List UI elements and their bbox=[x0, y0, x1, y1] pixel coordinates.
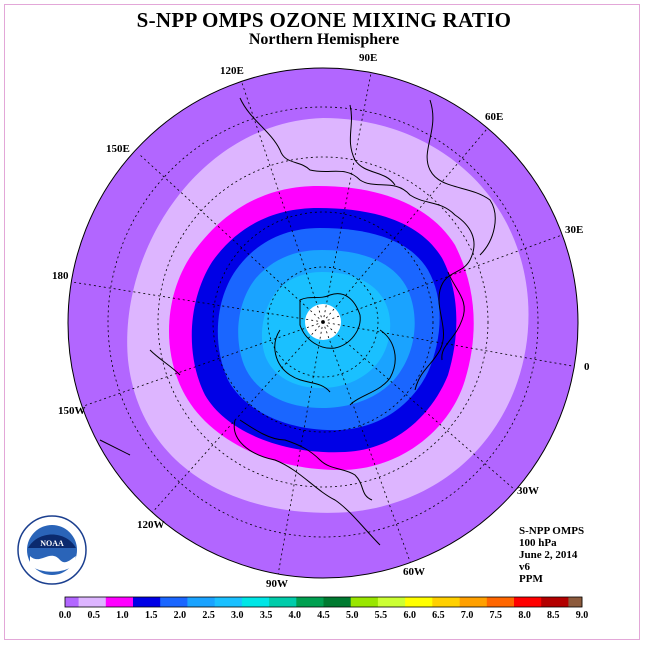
colorbar-swatch bbox=[568, 597, 583, 607]
colorbar-swatch bbox=[78, 597, 107, 607]
lon-label: 60E bbox=[485, 111, 503, 123]
lon-label: 120E bbox=[220, 65, 244, 77]
graticule bbox=[71, 68, 578, 576]
colorbar-tick-label: 5.0 bbox=[346, 610, 359, 621]
colorbar-swatch bbox=[432, 597, 460, 607]
page-title: S-NPP OMPS OZONE MIXING RATIO bbox=[136, 8, 512, 32]
map-border bbox=[67, 67, 579, 579]
info-units: PPM bbox=[519, 573, 543, 585]
colorbar-swatch bbox=[405, 597, 433, 607]
colorbar-tick-label: 4.5 bbox=[317, 610, 330, 621]
colorbar-tick-label: 3.0 bbox=[231, 610, 244, 621]
colorbar-tick-label: 7.5 bbox=[490, 610, 503, 621]
colorbar-border bbox=[64, 596, 583, 608]
lon-label: 30E bbox=[565, 224, 583, 236]
info-block: S-NPP OMPS 100 hPa June 2, 2014 v6 PPM bbox=[519, 525, 584, 585]
colorbar-swatch bbox=[377, 597, 406, 607]
colorbar-swatch bbox=[350, 597, 379, 607]
lon-label: 150W bbox=[58, 405, 86, 417]
colorbar-swatch bbox=[541, 597, 569, 607]
colorbar-swatch bbox=[296, 597, 324, 607]
colorbar-swatch bbox=[241, 597, 270, 607]
colorbar-swatch bbox=[514, 597, 542, 607]
noaa-logo-text: NOAA bbox=[40, 539, 64, 548]
lon-label: 30W bbox=[517, 485, 539, 497]
colorbar-tick-label: 3.5 bbox=[260, 610, 273, 621]
colorbar-swatch bbox=[65, 597, 79, 607]
noaa-logo: NOAA bbox=[17, 515, 87, 585]
colorbar-swatch bbox=[105, 597, 134, 607]
colorbar-swatch bbox=[160, 597, 188, 607]
colorbar-tick-label: 0.0 bbox=[59, 610, 72, 621]
colorbar-tick-label: 7.0 bbox=[461, 610, 474, 621]
colorbar-swatch bbox=[187, 597, 215, 607]
lon-label: 120W bbox=[137, 519, 165, 531]
colorbar-swatch bbox=[459, 597, 488, 607]
page-subtitle: Northern Hemisphere bbox=[248, 31, 400, 48]
coastlines bbox=[99, 97, 496, 546]
info-version: v6 bbox=[519, 561, 530, 573]
colorbar-swatch bbox=[269, 597, 297, 607]
colorbar-tick-label: 4.0 bbox=[289, 610, 302, 621]
colorbar-tick-label: 0.5 bbox=[87, 610, 100, 621]
colorbar-tick-label: 5.5 bbox=[375, 610, 388, 621]
colorbar-tick-label: 9.0 bbox=[576, 610, 589, 621]
colorbar-swatch bbox=[133, 597, 161, 607]
lon-label: 90E bbox=[359, 52, 377, 64]
colorbar: 0.0 0.5 1.0 1.5 2.0 2.5 3.0 3.5 4.0 4.5 5.0 5.5 6.0 6… bbox=[59, 596, 589, 621]
info-instrument: S-NPP OMPS bbox=[519, 525, 585, 537]
ozone-field bbox=[68, 68, 578, 578]
colorbar-tick-label: 6.5 bbox=[432, 610, 445, 621]
colorbar-tick-label: 6.0 bbox=[403, 610, 416, 621]
longitude-labels: 120E 90E 60E 150E 30E 180 0 150W 30W 120… bbox=[52, 52, 590, 590]
colorbar-tick-label: 2.0 bbox=[174, 610, 187, 621]
colorbar-tick-label: 2.5 bbox=[202, 610, 215, 621]
lon-label: 180 bbox=[52, 270, 69, 282]
lon-label: 90W bbox=[266, 578, 288, 590]
colorbar-tick-label: 1.5 bbox=[145, 610, 158, 621]
colorbar-swatch bbox=[214, 597, 243, 607]
colorbar-swatch bbox=[486, 597, 515, 607]
colorbar-tick-label: 8.5 bbox=[547, 610, 560, 621]
colorbar-tick-label: 1.0 bbox=[116, 610, 129, 621]
lon-label: 0 bbox=[584, 361, 590, 373]
lon-label: 150E bbox=[106, 143, 130, 155]
info-date: June 2, 2014 bbox=[519, 549, 578, 561]
info-level: 100 hPa bbox=[519, 537, 557, 549]
colorbar-swatch bbox=[323, 597, 352, 607]
colorbar-tick-label: 8.0 bbox=[518, 610, 531, 621]
lon-label: 60W bbox=[403, 566, 425, 578]
